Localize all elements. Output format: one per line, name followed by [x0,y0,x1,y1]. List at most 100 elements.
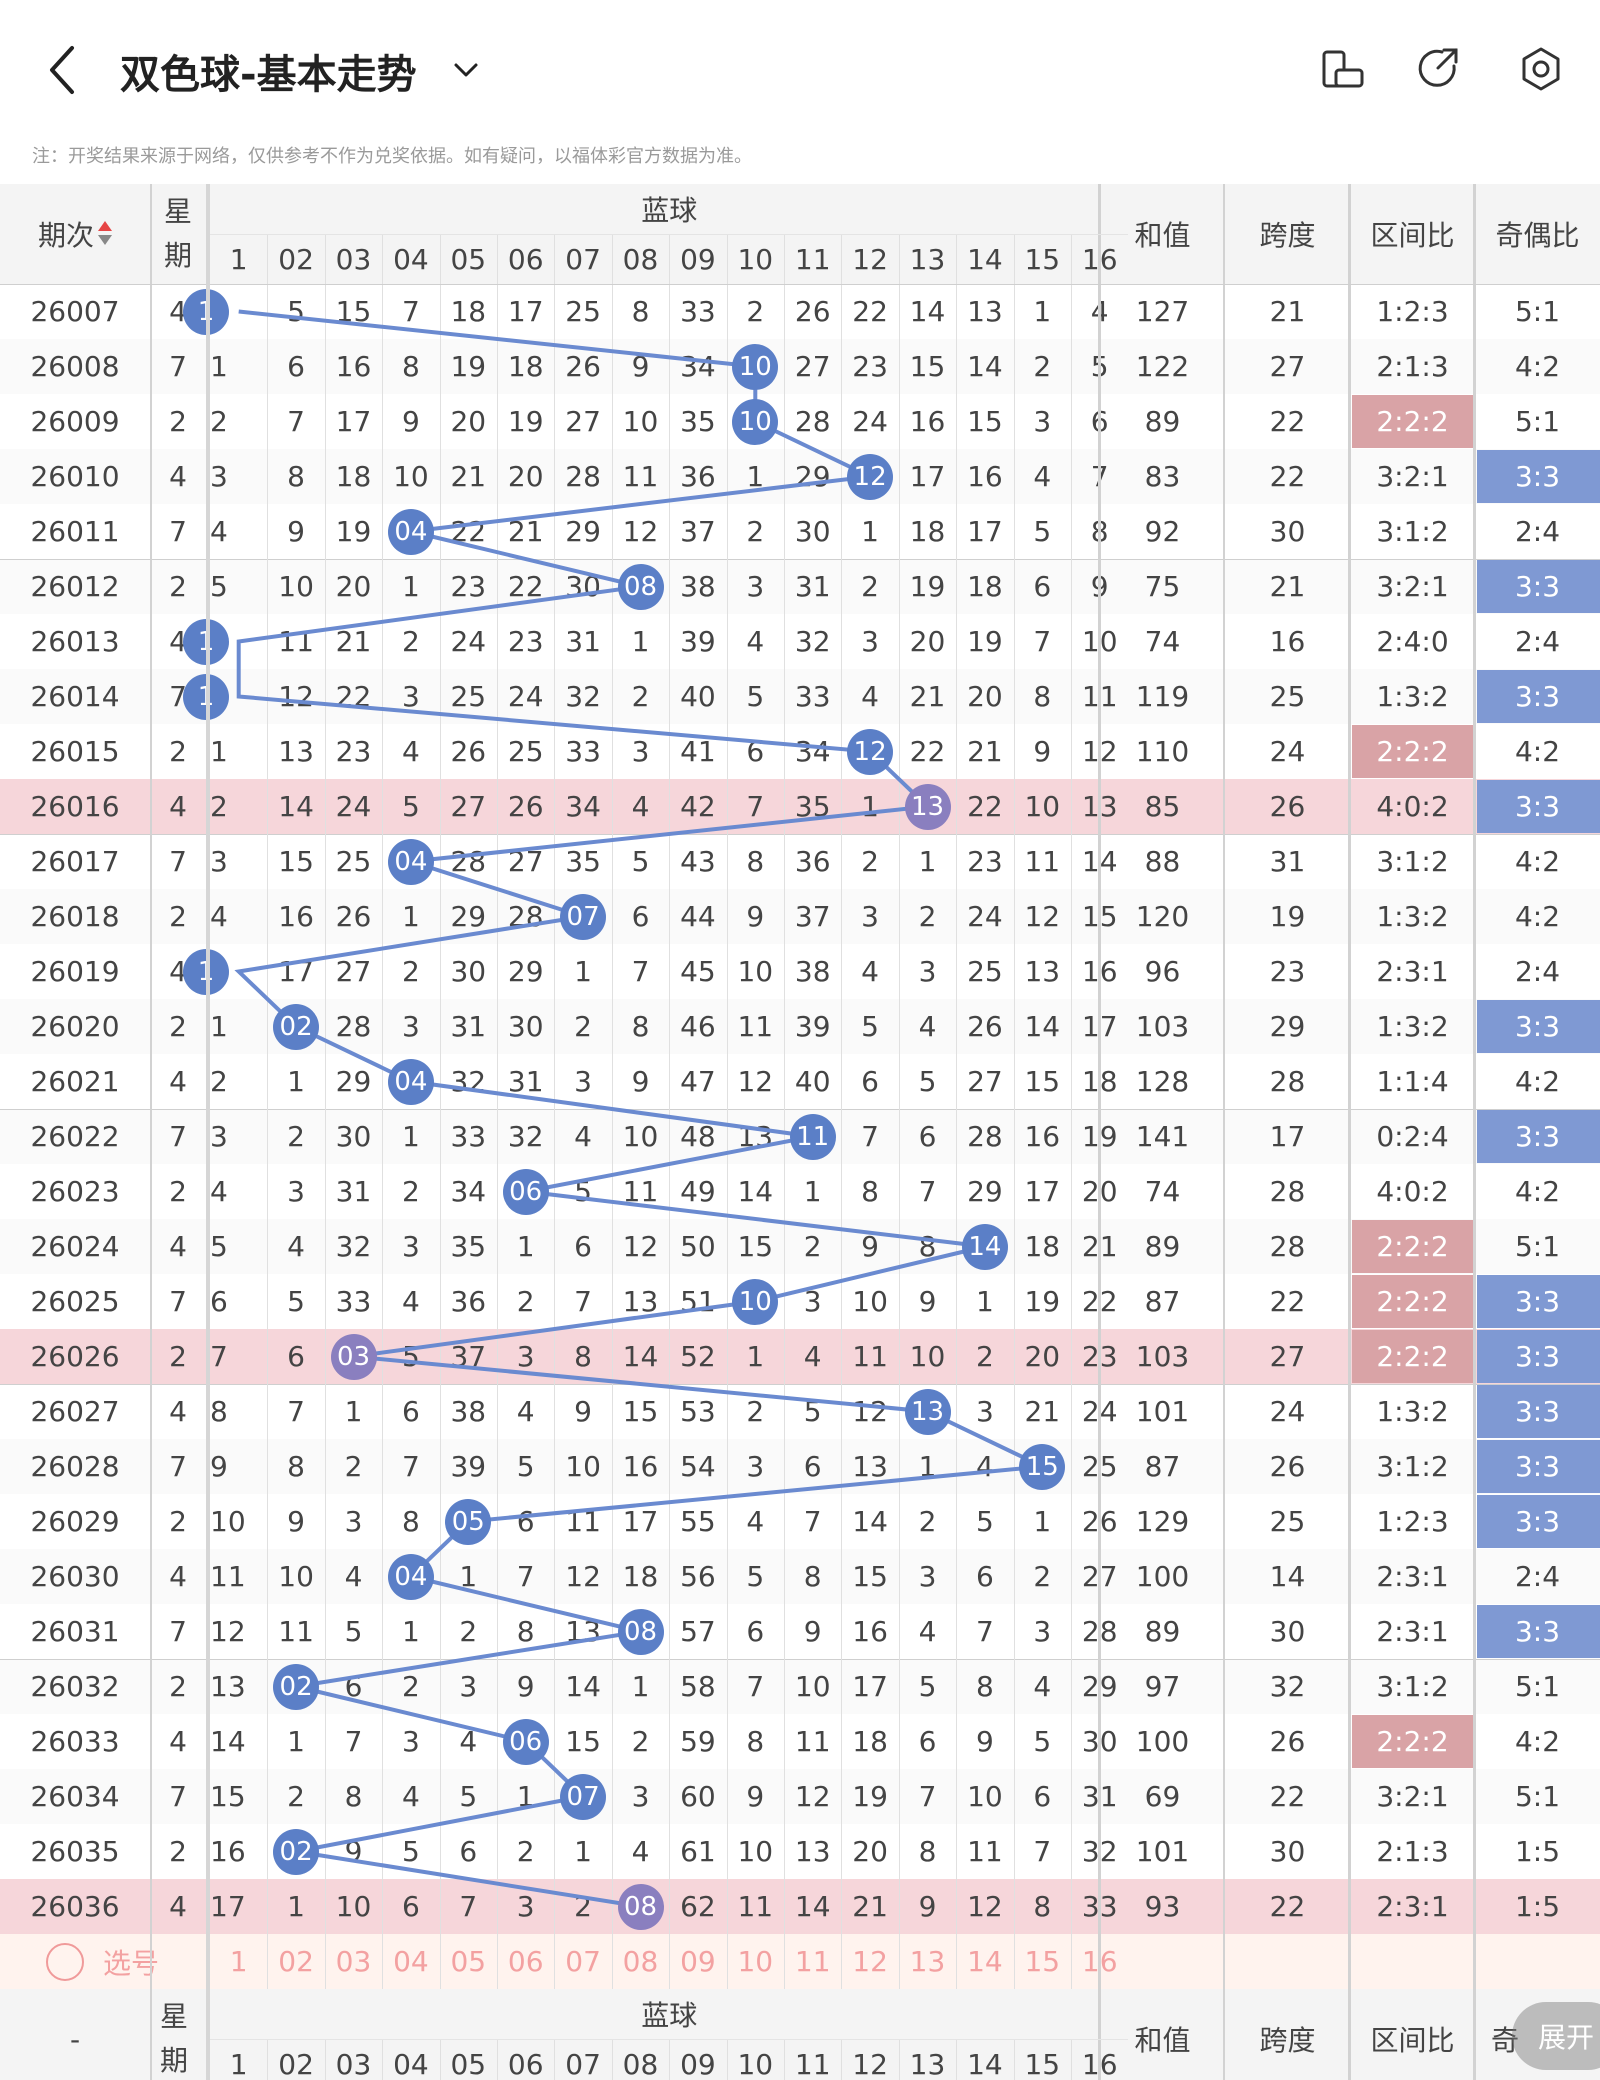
table-row[interactable] [0,1659,1600,1714]
blue-miss-cell: 21 [1024,1395,1061,1428]
blue-ball[interactable]: 14 [961,1223,1008,1270]
blue-miss-cell: 5 [803,1395,822,1428]
blue-miss-cell: 28 [450,845,487,878]
blue-miss-cell: 14 [794,1890,831,1923]
pick-label[interactable]: 选号 [102,1946,159,1980]
blue-column-divider [267,2039,269,2080]
table-row[interactable] [0,669,1600,724]
period-header-sort[interactable]: 期次 [0,184,150,284]
pick-number[interactable]: 1 [229,1945,248,1978]
table-row[interactable] [0,1769,1600,1824]
table-row[interactable] [0,1879,1600,1934]
oddeven-cell: 3:3 [1514,1505,1561,1538]
pick-number[interactable]: 07 [565,1945,601,1978]
blue-ball[interactable]: 12 [847,728,894,775]
table-row[interactable] [0,999,1600,1054]
blue-miss-cell: 5 [746,1560,765,1593]
pick-number[interactable]: 06 [507,1945,544,1978]
blue-miss-cell: 2 [918,900,937,933]
blue-ball[interactable]: 11 [789,1113,836,1160]
blue-miss-cell: 7 [975,1615,994,1648]
blue-ball[interactable]: 07 [560,893,607,940]
back-arrow-icon[interactable] [38,40,88,100]
blue-column-divider [956,2039,958,2080]
pick-number[interactable]: 12 [852,1945,888,1978]
blue-miss-cell: 2 [918,1505,937,1538]
table-row[interactable] [0,1219,1600,1274]
blue-miss-cell: 1 [861,515,879,548]
table-row[interactable] [0,339,1600,394]
blue-ball[interactable]: 04 [387,838,434,885]
blue-ball[interactable]: 08 [617,1608,664,1655]
blue-ball[interactable]: 02 [273,1003,320,1050]
blue-ball[interactable]: 02 [273,1828,320,1875]
phone-rotate-icon[interactable] [1318,44,1368,94]
settings-icon[interactable] [1516,44,1566,94]
blue-miss-cell: 7 [803,1505,822,1538]
pick-number[interactable]: 10 [737,1945,774,1978]
blue-ball[interactable]: 04 [387,1553,434,1600]
blue-ball[interactable]: 10 [732,1278,779,1325]
blue-ball[interactable]: 06 [502,1718,549,1765]
pick-number[interactable]: 14 [967,1945,1003,1978]
blue-ball[interactable]: 15 [1019,1443,1066,1490]
blue-ball[interactable]: 08 [617,1883,664,1930]
blue-ball[interactable]: 13 [904,1388,951,1435]
table-row[interactable] [0,1439,1600,1494]
table-row[interactable] [0,889,1600,944]
span-cell: 22 [1269,405,1306,438]
blue-column-divider [1071,234,1072,1989]
share-icon[interactable] [1414,44,1464,94]
pick-number[interactable]: 13 [909,1945,946,1978]
blue-ball[interactable]: 04 [387,508,434,555]
blue-miss-cell: 7 [516,1560,535,1593]
table-row[interactable] [0,449,1600,504]
pick-number[interactable]: 04 [393,1945,429,1978]
blue-miss-cell: 10 [737,1835,774,1868]
blue-miss-cell: 1 [287,1890,305,1923]
chevron-down-icon[interactable] [448,52,484,88]
table-row[interactable] [0,559,1600,614]
table-row[interactable] [0,1549,1600,1604]
expand-button[interactable]: 展开 [1512,2002,1600,2070]
column-divider [150,184,152,2080]
blue-ball[interactable]: 05 [445,1498,492,1545]
pick-number[interactable]: 03 [335,1945,372,1978]
pick-number[interactable]: 05 [450,1945,487,1978]
blue-miss-cell: 5 [401,1835,420,1868]
pick-number[interactable]: 11 [794,1945,831,1978]
pick-number[interactable]: 09 [680,1945,716,1978]
pick-number[interactable]: 15 [1024,1945,1061,1978]
sum-cell: 74 [1144,1175,1181,1208]
blue-ball[interactable]: 06 [502,1168,549,1215]
table-row[interactable] [0,1329,1600,1384]
span-cell: 22 [1269,1890,1306,1923]
blue-ball[interactable]: 12 [847,453,894,500]
blue-ball[interactable]: 08 [617,563,664,610]
blue-miss-cell: 9 [746,1780,765,1813]
pick-number[interactable]: 02 [278,1945,314,1978]
blue-miss-cell: 32 [565,680,601,713]
blue-ball[interactable]: 02 [273,1663,320,1710]
blue-miss-cell: 14 [909,295,946,328]
blue-ball[interactable]: 07 [560,1773,607,1820]
blue-ball[interactable]: 13 [904,783,951,830]
blue-ball[interactable]: 03 [330,1333,377,1380]
blue-ball[interactable]: 10 [732,398,779,445]
blue-ball[interactable]: 10 [732,343,779,390]
period-cell: 26029 [30,1505,120,1538]
blue-miss-cell: 4 [918,1615,937,1648]
oddeven-highlight [1477,1110,1600,1163]
blue-header-divider [210,234,1129,235]
blue-ball[interactable]: 04 [387,1058,434,1105]
table-row[interactable] [0,779,1600,834]
blue-miss-cell: 15 [278,845,314,878]
blue-miss-cell: 4 [459,1725,478,1758]
pick-circle-icon[interactable] [46,1943,84,1981]
pick-number[interactable]: 08 [622,1945,659,1978]
zone-cell: 4:0:2 [1376,790,1449,823]
sort-icon [98,219,112,249]
blue-miss-cell: 3 [344,1505,363,1538]
span-cell: 22 [1269,1780,1306,1813]
blue-column-divider [439,234,441,1989]
